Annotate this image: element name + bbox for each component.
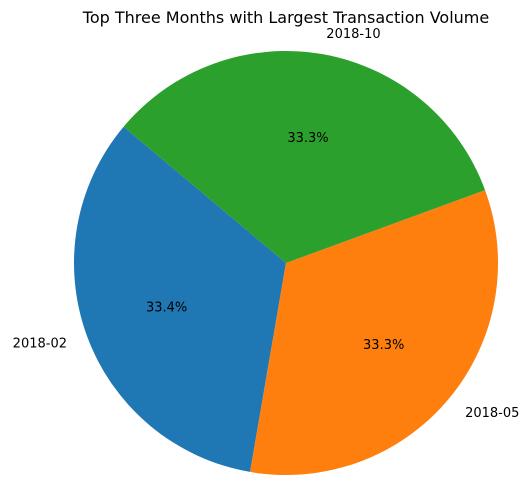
slice-percent-2018-02: 33.4% (146, 300, 187, 315)
pie-slice-2018-05 (250, 190, 498, 475)
slice-label-2018-05: 2018-05 (465, 406, 519, 421)
pie-labels: 2018-02 33.4% 2018-05 33.3% 2018-10 33.3% (13, 27, 520, 421)
slice-label-2018-10: 2018-10 (326, 27, 380, 42)
chart-title: Top Three Months with Largest Transactio… (82, 8, 489, 27)
slice-label-2018-02: 2018-02 (13, 337, 67, 352)
pie-slice-2018-10 (123, 51, 486, 264)
slice-percent-2018-10: 33.3% (287, 131, 328, 146)
pie-slices (74, 51, 498, 475)
slice-percent-2018-05: 33.3% (363, 338, 404, 353)
pie-slice-2018-02 (74, 126, 286, 472)
